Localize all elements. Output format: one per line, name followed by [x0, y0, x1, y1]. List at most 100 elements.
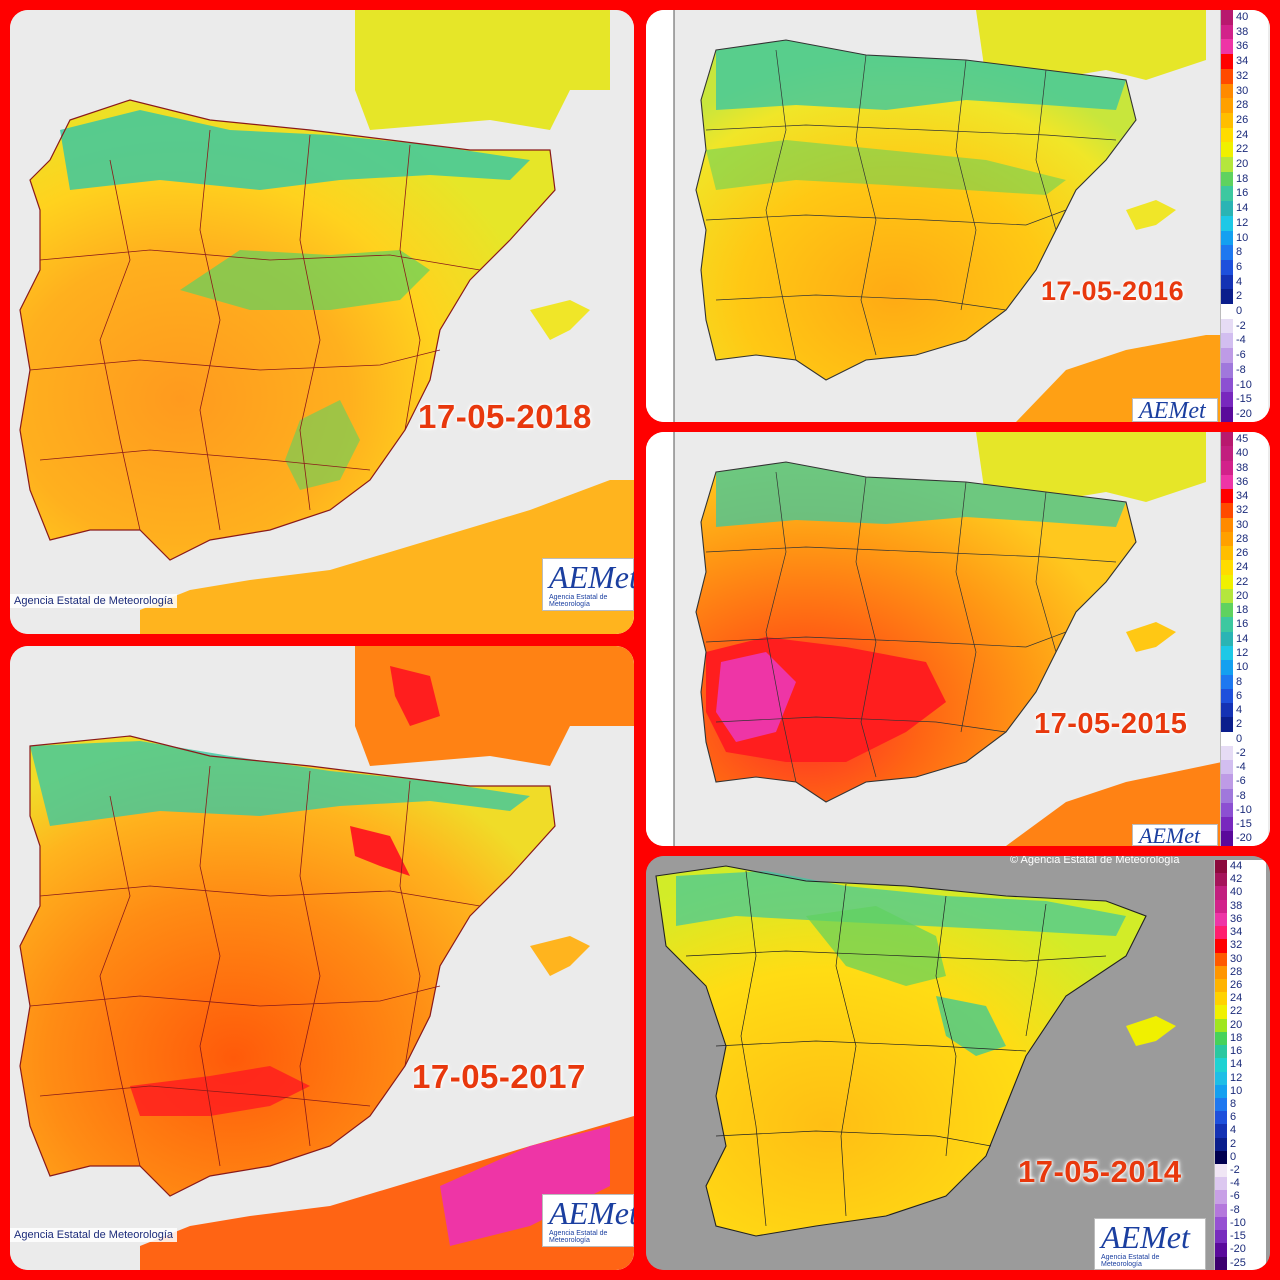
scale-step: 34: [1221, 54, 1268, 69]
scale-label: 20: [1236, 589, 1249, 602]
hot-spot-france: [390, 666, 440, 726]
scale-step: 30: [1221, 517, 1268, 532]
scale-step: -2: [1221, 745, 1268, 761]
scale-label: -15: [1230, 1230, 1246, 1243]
scale-label: 6: [1236, 260, 1243, 273]
scale-label: -8: [1236, 363, 1246, 376]
aemet-logo-word: AEMet: [1139, 398, 1206, 422]
scale-step: 28: [1221, 531, 1268, 547]
province-borders: [685, 870, 1107, 1227]
scale-label: 28: [1230, 965, 1243, 978]
scale-step: 4: [1221, 703, 1268, 718]
scale-step: 34: [1221, 489, 1268, 504]
scale-swatch: [1215, 1031, 1227, 1046]
scale-swatch: [1221, 318, 1233, 334]
scale-step: -6: [1215, 1190, 1266, 1204]
scale-step: 24: [1221, 127, 1268, 143]
scale-step: 0: [1221, 304, 1268, 319]
scale-swatch: [1221, 617, 1233, 632]
scale-label: 14: [1236, 632, 1249, 645]
scale-swatch: [1221, 731, 1233, 746]
scale-label: -6: [1236, 775, 1246, 788]
scale-step: -8: [1215, 1203, 1266, 1217]
scale-step: 2: [1221, 717, 1268, 732]
scale-swatch: [1221, 10, 1233, 25]
scale-label: 16: [1236, 187, 1249, 200]
aemet-logo: AEMet: [1132, 398, 1218, 422]
scale-step: 44: [1215, 860, 1266, 874]
scale-swatch: [1215, 1097, 1227, 1112]
scale-label: 42: [1230, 873, 1243, 886]
scale-swatch: [1221, 760, 1233, 775]
cool-band-north: [716, 462, 1126, 527]
scale-step: 14: [1221, 201, 1268, 216]
scale-label: 40: [1230, 886, 1243, 899]
scale-step: 18: [1221, 171, 1268, 187]
scale-label: -10: [1230, 1216, 1246, 1229]
temperature-map-2016: [646, 10, 1270, 422]
scale-step: 20: [1215, 1018, 1266, 1032]
cool-band-centre: [180, 250, 430, 310]
scale-label: -4: [1230, 1177, 1240, 1190]
scale-swatch: [1215, 1164, 1227, 1178]
scale-swatch: [1221, 703, 1233, 718]
scale-label: -4: [1236, 761, 1246, 774]
scale-swatch: [1215, 939, 1227, 953]
temperature-map-2014: [646, 856, 1270, 1270]
scale-swatch: [1221, 474, 1233, 490]
scale-step: 24: [1215, 992, 1266, 1006]
scale-step: 2: [1215, 1137, 1266, 1151]
scale-swatch: [1221, 674, 1233, 689]
scale-label: 18: [1230, 1031, 1243, 1044]
credit-text: Agencia Estatal de Meteorología: [10, 594, 177, 608]
scale-label: 40: [1236, 447, 1249, 460]
scale-swatch: [1215, 1005, 1227, 1019]
africa-land: [140, 480, 634, 634]
scale-label: 14: [1236, 202, 1249, 215]
scale-swatch: [1221, 574, 1233, 589]
scale-step: -4: [1221, 333, 1268, 349]
scale-step: 10: [1221, 230, 1268, 246]
hot-spot-north: [350, 826, 410, 876]
scale-swatch: [1221, 631, 1233, 646]
scale-step: -8: [1221, 362, 1268, 378]
temperature-map-2017: [10, 646, 634, 1270]
scale-swatch: [1215, 1137, 1227, 1151]
scale-label: 36: [1236, 40, 1249, 53]
scale-swatch: [1221, 745, 1233, 761]
scale-label: 6: [1230, 1111, 1237, 1124]
scale-label: 10: [1236, 231, 1249, 244]
scale-step: 0: [1215, 1150, 1266, 1165]
credit-text: © Agencia Estatal de Meteorología: [1010, 856, 1180, 866]
scale-step: 36: [1221, 474, 1268, 490]
scale-swatch: [1221, 215, 1233, 231]
scale-step: -4: [1215, 1177, 1266, 1191]
scale-label: 38: [1230, 899, 1243, 912]
scale-label: -20: [1230, 1243, 1246, 1256]
scale-label: 20: [1230, 1018, 1243, 1031]
scale-swatch: [1221, 54, 1233, 69]
scale-step: 22: [1215, 1005, 1266, 1019]
scale-label: -6: [1230, 1190, 1240, 1203]
scale-step: -20: [1221, 831, 1268, 846]
balearic-islands: [1126, 1016, 1176, 1046]
scale-swatch: [1215, 1190, 1227, 1204]
scale-label: -2: [1230, 1164, 1240, 1177]
scale-step: 36: [1215, 912, 1266, 927]
scale-label: 12: [1230, 1071, 1243, 1084]
scale-label: 22: [1236, 575, 1249, 588]
scale-swatch: [1215, 1124, 1227, 1138]
scale-label: 4: [1230, 1124, 1237, 1137]
scale-step: 16: [1221, 186, 1268, 202]
scale-swatch: [1221, 817, 1233, 832]
scale-swatch: [1221, 186, 1233, 202]
scale-swatch: [1221, 446, 1233, 461]
scale-label: 38: [1236, 25, 1249, 38]
scale-step: 4: [1221, 274, 1268, 290]
scale-step: 12: [1221, 215, 1268, 231]
scale-step: 20: [1221, 157, 1268, 172]
scale-swatch: [1215, 1071, 1227, 1085]
scale-swatch: [1221, 362, 1233, 378]
scale-swatch: [1221, 304, 1233, 319]
scale-label: 45: [1236, 433, 1249, 445]
